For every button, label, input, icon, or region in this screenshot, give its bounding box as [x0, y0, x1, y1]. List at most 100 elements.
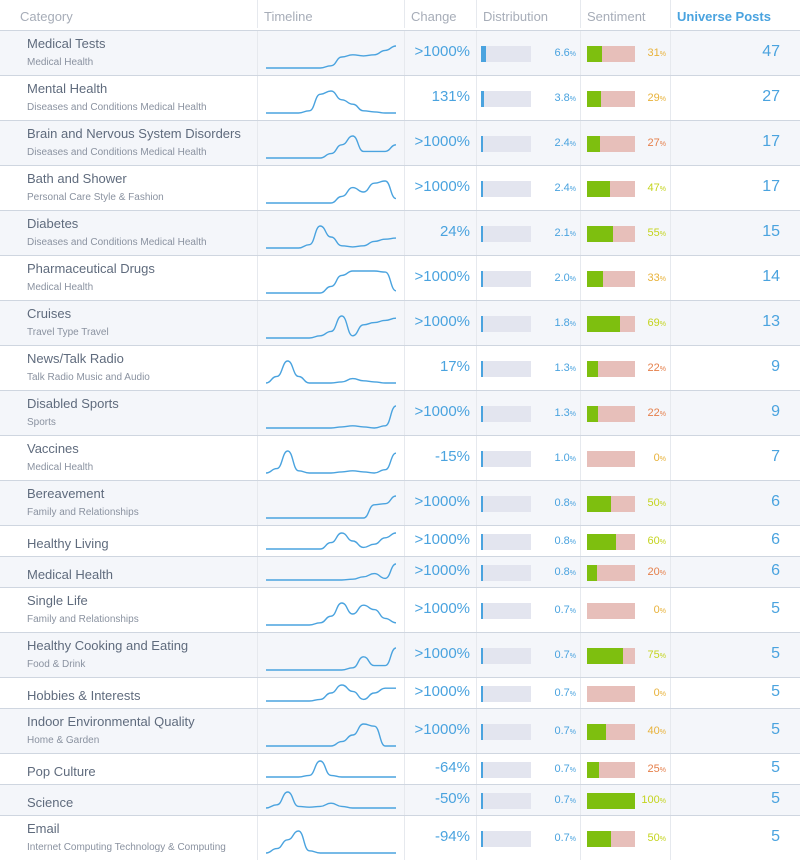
universe-posts-value: 6 — [771, 493, 780, 510]
table-row[interactable]: Healthy Cooking and Eating Food & Drink >1… — [0, 632, 800, 677]
distribution-bar — [481, 406, 531, 422]
category-name[interactable]: Single Life — [27, 593, 88, 608]
category-cell[interactable]: Hobbies & Interests — [16, 678, 258, 708]
category-cell[interactable]: Medical Tests Medical Health — [16, 31, 258, 75]
category-parent: Home & Garden — [27, 735, 100, 746]
category-cell[interactable]: Brain and Nervous System Disorders Diseas… — [16, 121, 258, 165]
sentiment-bar-fill — [587, 406, 598, 422]
column-header-timeline[interactable]: Timeline — [258, 0, 405, 28]
distribution-bar — [481, 181, 531, 197]
category-cell[interactable]: Email Internet Computing Technology & Com… — [16, 816, 258, 860]
category-cell[interactable]: Healthy Cooking and Eating Food & Drink — [16, 633, 258, 677]
percent-sign: % — [659, 321, 666, 328]
column-header-distribution[interactable]: Distribution — [477, 0, 581, 28]
universe-posts-value: 5 — [771, 600, 780, 617]
category-name[interactable]: Medical Health — [27, 567, 113, 582]
universe-posts-value: 17 — [762, 133, 780, 150]
table-row[interactable]: Healthy Living >1000% 0.8% 60% 6 — [0, 525, 800, 556]
category-cell[interactable]: Pop Culture — [16, 754, 258, 784]
category-name[interactable]: Brain and Nervous System Disorders — [27, 126, 241, 141]
category-name[interactable]: Indoor Environmental Quality — [27, 714, 195, 729]
category-cell[interactable]: Vaccines Medical Health — [16, 436, 258, 480]
category-cell[interactable]: Science — [16, 785, 258, 815]
table-row[interactable]: Single Life Family and Relationships >1000… — [0, 587, 800, 632]
category-name[interactable]: News/Talk Radio — [27, 351, 124, 366]
category-cell[interactable]: Mental Health Diseases and Conditions Med… — [16, 76, 258, 120]
sentiment-bar-fill — [587, 565, 597, 581]
category-cell[interactable]: News/Talk Radio Talk Radio Music and Audi… — [16, 346, 258, 390]
category-name[interactable]: Medical Tests — [27, 36, 106, 51]
category-name[interactable]: Pharmaceutical Drugs — [27, 261, 155, 276]
category-cell[interactable]: Cruises Travel Type Travel — [16, 301, 258, 345]
distribution-number: 6.6 — [554, 47, 570, 59]
percent-sign: % — [569, 608, 576, 615]
percent-sign: % — [569, 96, 576, 103]
distribution-bar — [481, 831, 531, 847]
table-row[interactable]: Medical Tests Medical Health >1000% 6.6% 31%… — [0, 30, 800, 75]
category-name[interactable]: Healthy Cooking and Eating — [27, 638, 189, 653]
sentiment-cell: 29% — [581, 76, 671, 120]
distribution-bar — [481, 724, 531, 740]
category-cell[interactable]: Pharmaceutical Drugs Medical Health — [16, 256, 258, 300]
table-row[interactable]: Diabetes Diseases and Conditions Medical … — [0, 210, 800, 255]
column-header-sentiment[interactable]: Sentiment — [581, 0, 671, 28]
column-header-change[interactable]: Change — [405, 0, 477, 28]
sentiment-value: 22% — [648, 407, 666, 419]
table-row[interactable]: Hobbies & Interests >1000% 0.7% 0% 5 — [0, 677, 800, 708]
category-cell[interactable]: Medical Health — [16, 557, 258, 587]
sentiment-bar — [587, 534, 635, 550]
category-cell[interactable]: Disabled Sports Sports — [16, 391, 258, 435]
category-name[interactable]: Vaccines — [27, 441, 79, 456]
change-cell: >1000% — [405, 557, 477, 587]
category-name[interactable]: Diabetes — [27, 216, 79, 231]
table-row[interactable]: Disabled Sports Sports >1000% 1.3% 22% 9 — [0, 390, 800, 435]
category-name[interactable]: Cruises — [27, 306, 72, 321]
category-cell[interactable]: Bath and Shower Personal Care Style & Fas… — [16, 166, 258, 210]
universe-posts-cell: 14 — [671, 256, 788, 300]
universe-posts-cell: 47 — [671, 31, 788, 75]
category-name[interactable]: Pop Culture — [27, 764, 96, 779]
universe-posts-cell: 13 — [671, 301, 788, 345]
table-row[interactable]: Mental Health Diseases and Conditions Med… — [0, 75, 800, 120]
table-row[interactable]: Email Internet Computing Technology & Com… — [0, 815, 800, 860]
sentiment-cell: 50% — [581, 816, 671, 860]
sentiment-bar — [587, 496, 635, 512]
category-cell[interactable]: Indoor Environmental Quality Home & Garde… — [16, 709, 258, 753]
universe-posts-value: 27 — [762, 88, 780, 105]
distribution-number: 2.4 — [554, 137, 570, 149]
category-name[interactable]: Mental Health — [27, 81, 108, 96]
category-cell[interactable]: Bereavement Family and Relationships — [16, 481, 258, 525]
category-name[interactable]: Disabled Sports — [27, 396, 119, 411]
sentiment-cell: 22% — [581, 346, 671, 390]
universe-posts-cell: 6 — [671, 557, 788, 587]
column-header-category[interactable]: Category — [14, 0, 258, 28]
table-row[interactable]: Cruises Travel Type Travel >1000% 1.8% 69% 13 — [0, 300, 800, 345]
timeline-cell — [258, 301, 405, 345]
category-name[interactable]: Bath and Shower — [27, 171, 127, 186]
table-row[interactable]: Medical Health >1000% 0.8% 20% 6 — [0, 556, 800, 587]
percent-sign: % — [659, 570, 666, 577]
table-row[interactable]: Bath and Shower Personal Care Style & Fas… — [0, 165, 800, 210]
sparkline-path — [266, 225, 396, 249]
category-cell[interactable]: Healthy Living — [16, 526, 258, 556]
table-row[interactable]: Pharmaceutical Drugs Medical Health >1000%… — [0, 255, 800, 300]
table-row[interactable]: Indoor Environmental Quality Home & Garde… — [0, 708, 800, 753]
table-row[interactable]: Brain and Nervous System Disorders Diseas… — [0, 120, 800, 165]
distribution-value: 0.7% — [554, 763, 576, 775]
category-name[interactable]: Hobbies & Interests — [27, 688, 141, 703]
table-row[interactable]: Vaccines Medical Health -15% 1.0% 0% 7 — [0, 435, 800, 480]
category-parent: Diseases and Conditions Medical Health — [27, 102, 207, 113]
column-header-universe-posts[interactable]: Universe Posts — [677, 9, 771, 24]
table-row[interactable]: Bereavement Family and Relationships >1000… — [0, 480, 800, 525]
change-value: >1000% — [414, 178, 470, 195]
category-name[interactable]: Email — [27, 821, 60, 836]
table-row[interactable]: Pop Culture -64% 0.7% 25% 5 — [0, 753, 800, 784]
sentiment-cell: 25% — [581, 754, 671, 784]
category-cell[interactable]: Diabetes Diseases and Conditions Medical … — [16, 211, 258, 255]
category-name[interactable]: Healthy Living — [27, 536, 109, 551]
category-name[interactable]: Science — [27, 795, 74, 810]
category-cell[interactable]: Single Life Family and Relationships — [16, 588, 258, 632]
table-row[interactable]: Science -50% 0.7% 100% 5 — [0, 784, 800, 815]
table-row[interactable]: News/Talk Radio Talk Radio Music and Audi… — [0, 345, 800, 390]
category-name[interactable]: Bereavement — [27, 486, 105, 501]
